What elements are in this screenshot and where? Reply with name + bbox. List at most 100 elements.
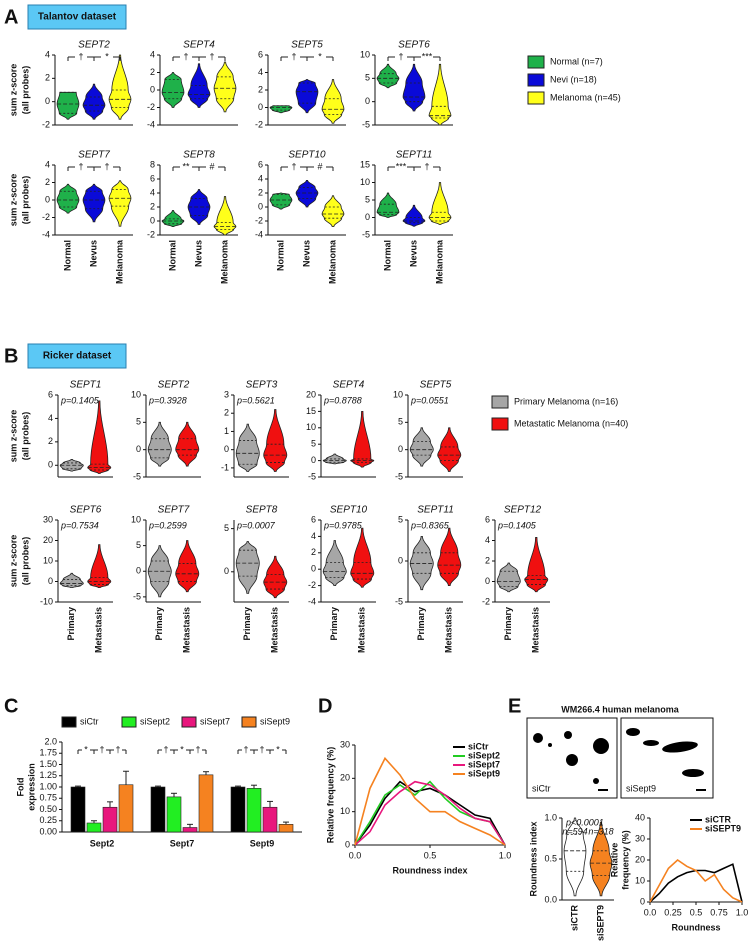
y-axis-label: sum z-score — [8, 174, 18, 227]
violin — [524, 537, 549, 593]
cell — [548, 743, 552, 747]
x-tick-label: Nevus — [301, 240, 311, 267]
y-tick-label: -2 — [255, 215, 263, 225]
y-tick-label: -5 — [362, 119, 370, 129]
dataset-label: Talantov dataset — [38, 12, 117, 23]
cell — [593, 778, 599, 784]
p-value: p=0.3928 — [148, 395, 187, 405]
chart-title: SEPT12 — [504, 505, 542, 516]
chart-title: SEPT11 — [417, 505, 454, 516]
x-tick-label: Metastasis — [182, 607, 192, 653]
significance: † — [398, 51, 403, 61]
x-tick-label: Metastasis — [270, 607, 280, 653]
y-tick-label: 10 — [43, 555, 53, 565]
legend-swatch — [181, 716, 197, 728]
y-tick-label: -2 — [308, 580, 316, 590]
significance: † — [195, 744, 200, 754]
violin — [269, 105, 293, 114]
legend-label: siCtr — [80, 716, 99, 726]
violin — [295, 180, 319, 208]
violin — [496, 562, 521, 593]
violin — [376, 192, 400, 218]
y-tick-label: 0 — [224, 566, 229, 576]
violin — [350, 411, 375, 468]
x-tick-label: Melanoma — [114, 239, 124, 284]
n-label: n=594 — [562, 826, 587, 836]
violin — [321, 79, 345, 124]
x-tick-label: Melanoma — [327, 239, 337, 284]
x-tick-label: 0.75 — [710, 907, 728, 917]
y-tick-label: 3 — [224, 389, 229, 399]
legend-label: Melanoma (n=45) — [550, 92, 621, 102]
y-tick-label: -4 — [147, 119, 155, 129]
violin — [428, 182, 452, 225]
significance: † — [78, 161, 83, 171]
legend-swatch — [121, 716, 137, 728]
y-tick-label: 0 — [136, 444, 141, 454]
significance: † — [291, 51, 296, 61]
significance: † — [183, 51, 188, 61]
cell-images: WM266.4 human melanoma siCtr siSept9 — [526, 704, 714, 799]
y-axis-label: (all probes) — [20, 412, 30, 461]
x-tick-label: Primary — [503, 607, 513, 641]
y-axis-label: sum z-score — [8, 64, 18, 117]
violin — [161, 72, 185, 108]
y-axis-label: sum z-score — [8, 410, 18, 463]
violin — [213, 196, 237, 236]
p-value: p=0.1405 — [60, 395, 100, 405]
significance: † — [209, 51, 214, 61]
y-tick-label: 4 — [45, 49, 50, 59]
dataset-label: Ricker dataset — [43, 351, 112, 362]
y-tick-label: 4 — [258, 67, 263, 77]
bar — [198, 774, 214, 833]
y-tick-label: 4 — [311, 531, 316, 541]
x-tick-label: siSEPT9 — [595, 905, 605, 941]
y-tick-label: 2 — [258, 187, 263, 197]
x-tick-label: 1.0 — [736, 907, 749, 917]
y-tick-label: 10 — [360, 177, 370, 187]
chart-title: SEPT5 — [291, 40, 323, 51]
legend-swatch — [241, 716, 257, 728]
y-tick-label: 0.50 — [39, 804, 57, 814]
legend-swatch — [491, 417, 509, 431]
y-tick-label: -2 — [147, 229, 155, 239]
y-tick-label: 5 — [136, 417, 141, 427]
y-tick-label: 10 — [340, 806, 350, 816]
y-tick-label: 1 — [224, 426, 229, 436]
y-tick-label: 2 — [45, 177, 50, 187]
x-tick-label: Normal — [167, 240, 177, 271]
x-tick-label: siCTR — [569, 905, 579, 932]
y-tick-label: 40 — [635, 812, 645, 822]
violin — [87, 544, 112, 589]
y-tick-label: 2 — [48, 436, 53, 446]
y-tick-label: 6 — [258, 159, 263, 169]
y-tick-label: 5 — [365, 194, 370, 204]
y-tick-label: 2 — [485, 555, 490, 565]
line — [354, 780, 506, 846]
violin — [402, 63, 426, 112]
chart-title: SEPT6 — [398, 40, 430, 51]
chart-title: SEPT8 — [246, 505, 278, 516]
chart-title: SEPT4 — [183, 40, 215, 51]
x-tick-label: Primary — [242, 607, 252, 641]
legend-label: siSept7 — [468, 759, 500, 769]
chart-title: SEPT11 — [396, 150, 433, 161]
violin — [175, 540, 200, 593]
chart-title: SEPT8 — [183, 150, 215, 161]
y-tick-label: -5 — [395, 596, 403, 606]
legend-swatch — [527, 73, 545, 87]
x-tick-label: 0.5 — [424, 850, 437, 860]
line — [354, 756, 506, 846]
x-tick-label: Nevus — [193, 240, 203, 267]
significance: * — [180, 744, 184, 754]
y-tick-label: 0.75 — [39, 793, 57, 803]
y-tick-label: -4 — [308, 596, 316, 606]
x-tick-label: Primary — [66, 607, 76, 641]
legend-label: siCTR — [705, 814, 732, 824]
cell — [564, 731, 572, 739]
p-value: p=0.2599 — [148, 520, 187, 530]
y-tick-label: 6 — [311, 514, 316, 524]
significance: # — [317, 161, 322, 171]
significance: * — [276, 744, 280, 754]
y-tick-label: 0.0 — [544, 894, 557, 904]
